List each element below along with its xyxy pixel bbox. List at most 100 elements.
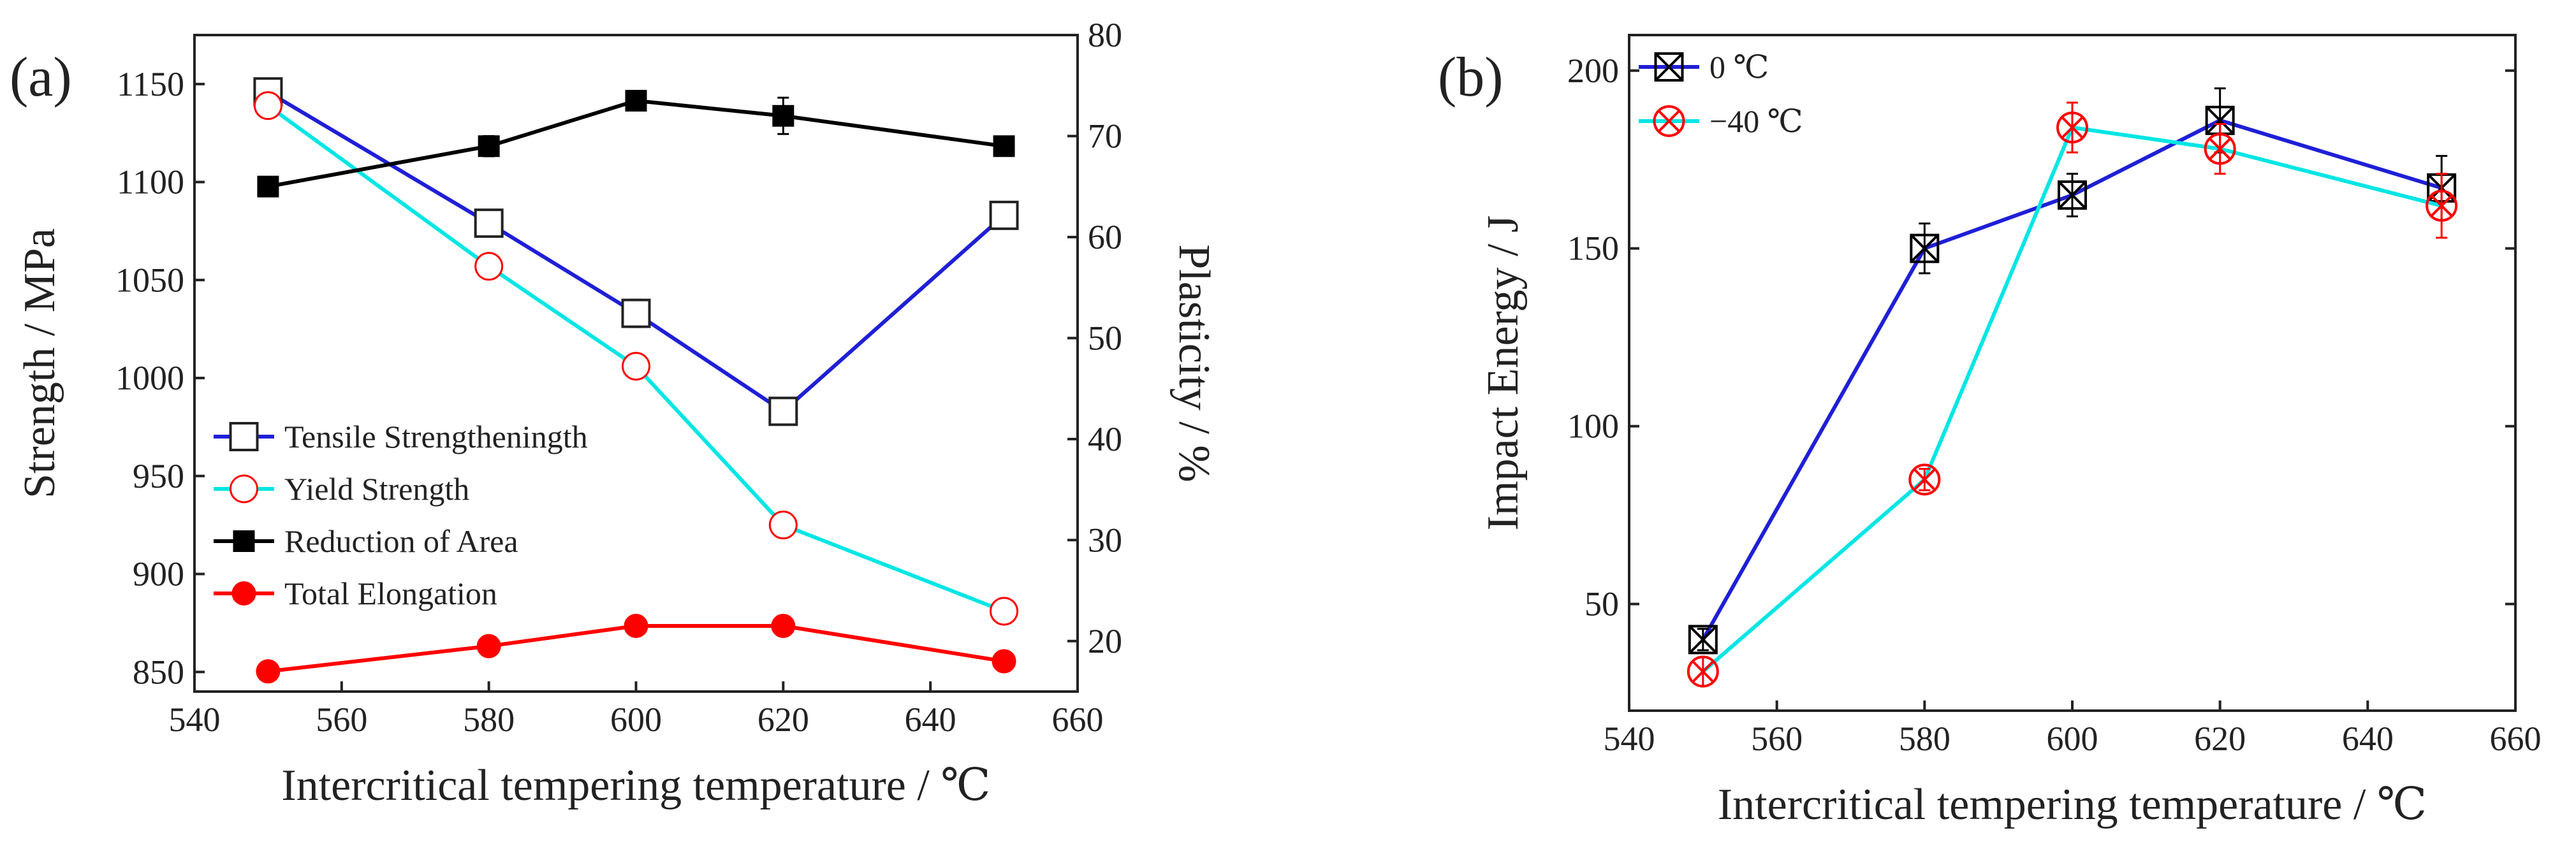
series-reduction-of-area [257,90,1015,198]
data-point-40-650-cross [2430,194,2453,217]
legend: 0 ℃ −40 ℃ [1639,49,1803,139]
y-tick-label-150: 150 [1567,229,1619,268]
panel-label-b: (b) [1438,47,1504,108]
data-point-40-650 [2426,189,2458,222]
x-tick-label-640: 640 [905,700,956,739]
data-point-40-580-cross [1913,468,1936,491]
legend-marker-yield-strength [230,474,258,504]
data-point-40-600-ring [2056,112,2088,144]
y2-tick-label-80: 80 [1088,16,1122,54]
data-point-total-elongation-580 [476,634,501,658]
y2-tick-label-40: 40 [1088,420,1122,458]
y-tick-label-1000: 1000 [115,359,184,397]
data-point-40-620-ring [2204,133,2236,165]
y-tick-label-50: 50 [1584,585,1619,623]
y-tick-label-850: 850 [133,653,184,691]
data-point-0-580-box [1910,233,1940,263]
y-tick-label-100: 100 [1567,407,1619,446]
legend-label-total-elongation: Total Elongation [284,576,497,611]
data-point-reduction-of-area-580 [478,135,500,157]
series-total-elongation [256,614,1016,684]
x-tick-label-580: 580 [1899,720,1950,758]
legend-marker-40-ring [1653,105,1685,137]
legend-label-yield-strength: Yield Strength [284,471,469,507]
data-point-40-600-cross [2061,116,2084,139]
data-point-40-600 [2056,112,2088,144]
series-0 [1688,87,2457,655]
data-point-tensile-strengtheningth-620 [768,396,798,426]
data-point-tensile-strengtheningth-600 [621,298,651,328]
data-point-yield-strength-600 [622,352,650,381]
legend-label-0: 0 ℃ [1709,49,1769,85]
legend-label-reduction-of-area: Reduction of Area [284,523,518,559]
x-tick-label-640: 640 [2342,720,2394,758]
x-tick-label-620: 620 [2194,720,2246,758]
y-tick-label-950: 950 [133,457,184,495]
x-tick-label-600: 600 [2047,720,2098,758]
data-point-40-550 [1687,655,1719,688]
data-point-total-elongation-600 [624,614,648,638]
x-tick-label-560: 560 [1751,720,1803,758]
data-point-0-580 [1910,233,1940,263]
y-tick-label-900: 900 [133,555,184,593]
x-axis-title: Intercritical tempering temperature / ℃ [1718,780,2427,829]
x-tick-label-660: 660 [1052,700,1104,739]
x-tick-label-540: 540 [1604,720,1655,758]
y2-tick-label-70: 70 [1088,117,1122,155]
y2-tick-label-50: 50 [1088,319,1122,357]
y-tick-label-1150: 1150 [117,65,184,103]
data-point-0-550 [1688,625,1718,655]
panel-label-a: (a) [10,47,72,108]
x-tick-label-540: 540 [169,700,221,739]
data-point-yield-strength-620 [768,511,798,540]
series-yield-strength [253,91,1019,626]
legend-marker-0-box [1654,52,1684,82]
legend-marker-tensile-strengtheningth [229,422,259,451]
data-point-0-550-cross [1688,625,1718,654]
panel-a-strength-plasticity-chart: 540 560 580 600 620 640 660 850 900 950 1000 1050 11… [10,16,1218,810]
data-point-0-620-cross [2206,106,2235,135]
data-point-0-580-cross [1910,234,1939,263]
panel-b-impact-energy-chart: 540 560 580 600 620 640 660 50 100 150 200 Intercri… [1438,34,2542,829]
y2-tick-label-60: 60 [1088,218,1122,256]
data-point-0-600-cross [2058,180,2087,210]
data-point-yield-strength-580 [474,252,504,281]
x-tick-label-580: 580 [463,700,515,739]
legend-marker-reduction-of-area [233,530,255,552]
data-point-total-elongation-550 [256,659,281,684]
data-point-40-550-ring [1687,655,1719,688]
data-point-40-620-cross [2209,138,2232,160]
legend-label-40: −40 ℃ [1709,103,1803,139]
x-tick-label-600: 600 [610,700,662,739]
y-tick-label-200: 200 [1567,52,1619,90]
data-point-yield-strength-650 [990,597,1019,626]
legend: Tensile Strengtheningth Yield Strength Red… [214,419,588,611]
x-axis-title: Intercritical tempering temperature / ℃ [281,761,990,810]
y2-axis-title: Plasticity / % [1169,244,1218,482]
legend-marker-0 [1654,52,1684,82]
data-point-reduction-of-area-620 [772,105,794,127]
data-point-tensile-strengtheningth-650 [989,200,1019,230]
data-point-40-580-ring [1908,463,1941,496]
data-point-0-550-box [1688,625,1718,655]
data-point-40-550-cross [1692,660,1715,683]
y2-tick-label-30: 30 [1088,521,1122,559]
series-line-reduction-of-area [267,98,1004,189]
data-point-reduction-of-area-600 [625,90,647,112]
data-point-40-580 [1908,463,1941,496]
series-40 [1687,101,2458,688]
x-tick-label-560: 560 [316,700,367,739]
legend-marker-40-cross [1658,110,1680,133]
legend-marker-total-elongation [231,581,256,606]
y2-tick-label-20: 20 [1088,622,1122,660]
data-point-total-elongation-650 [992,649,1016,674]
y-tick-label-1100: 1100 [117,163,184,201]
y-axis-title: Impact Energy / J [1479,215,1528,530]
legend-marker-40 [1653,105,1685,137]
y-tick-label-1050: 1050 [115,261,184,299]
data-point-40-620 [2204,133,2236,165]
data-point-total-elongation-620 [771,614,796,638]
data-point-0-600 [2058,180,2087,210]
data-point-reduction-of-area-650 [993,135,1015,157]
